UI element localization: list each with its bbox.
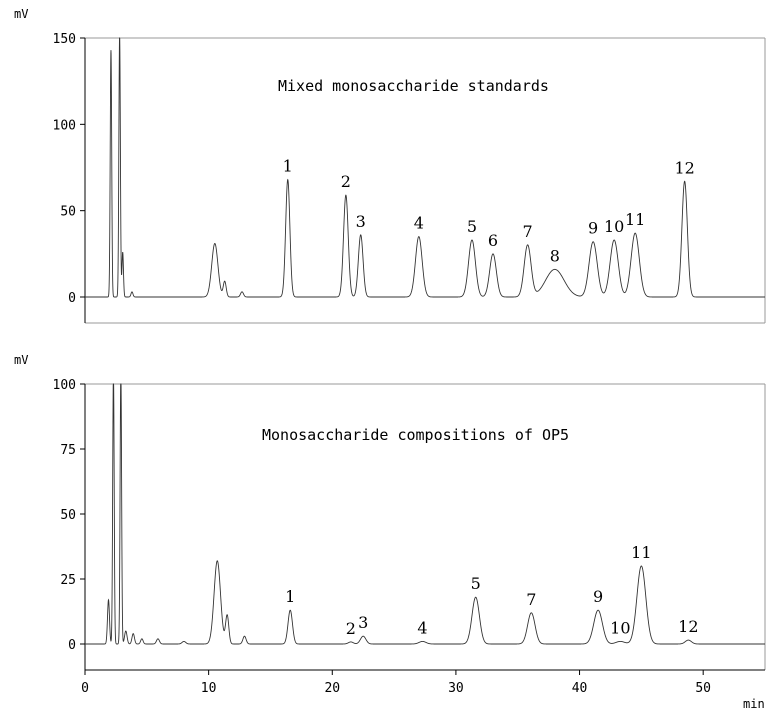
y-tick-label: 0 (68, 638, 76, 653)
x-tick-label: 0 (81, 681, 89, 696)
peak-label: 11 (631, 543, 651, 562)
y-tick-label: 150 (53, 32, 76, 47)
y-tick-label: 100 (53, 378, 76, 393)
peak-label: 11 (625, 210, 645, 229)
peak-label: 4 (417, 618, 427, 637)
bottom-y-unit-label: mV (14, 353, 28, 367)
standards-chromatogram-panel: mV Mixed monosaccharide standards 050100… (14, 7, 766, 324)
standards-trace (85, 37, 765, 298)
top-y-ticks: 0 50 100 150 (53, 32, 85, 306)
x-axis-unit-label: min (743, 697, 765, 711)
x-tick-label: 10 (201, 681, 217, 696)
op5-trace (85, 383, 765, 645)
peak-label: 3 (358, 613, 368, 632)
peak-label: 3 (356, 212, 366, 231)
bottom-chart-title: Monosaccharide compositions of OP5 (262, 426, 569, 444)
top-y-unit-label: mV (14, 7, 28, 21)
x-tick-label: 50 (695, 681, 711, 696)
x-tick-label: 30 (448, 681, 464, 696)
y-tick-label: 100 (53, 118, 76, 133)
y-tick-label: 25 (60, 573, 76, 588)
peak-label: 8 (550, 246, 560, 265)
peak-label: 9 (588, 219, 598, 238)
y-tick-label: 0 (68, 291, 76, 306)
peak-label: 7 (526, 590, 536, 609)
peak-label: 2 (346, 619, 356, 638)
peak-label: 1 (283, 157, 293, 176)
peak-label: 10 (604, 217, 624, 236)
peak-label: 12 (674, 158, 694, 177)
peak-label: 12 (678, 617, 698, 636)
peak-label: 2 (341, 172, 351, 191)
peak-label: 5 (467, 217, 477, 236)
op5-chromatogram-panel: mV Monosaccharide compositions of OP5 0 2… (14, 353, 766, 711)
y-tick-label: 50 (60, 205, 76, 220)
peak-label: 10 (610, 618, 630, 637)
peak-label: 6 (488, 231, 498, 250)
top-chart-title: Mixed monosaccharide standards (278, 77, 549, 95)
peak-label: 5 (471, 574, 481, 593)
peak-label: 9 (593, 587, 603, 606)
x-tick-label: 20 (324, 681, 340, 696)
peak-label: 4 (414, 214, 424, 233)
x-tick-label: 40 (572, 681, 588, 696)
y-tick-label: 75 (60, 443, 76, 458)
peak-label: 7 (523, 222, 533, 241)
y-tick-label: 50 (60, 508, 76, 523)
peak-label: 1 (285, 587, 295, 606)
